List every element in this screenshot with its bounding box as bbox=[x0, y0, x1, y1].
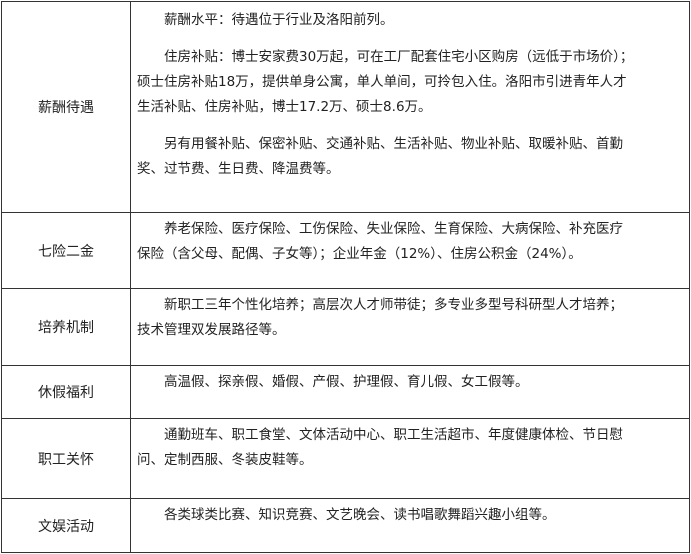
paragraph: 通勤班车、职工食堂、文体活动中心、职工生活超市、年度健康体检、节日慰问、定制西服… bbox=[137, 423, 683, 473]
row-content: 新职工三年个性化培养；高层次人才师带徒；多专业多型号科研型人才培养； 技术管理双发… bbox=[130, 288, 690, 366]
text-line: 保险（含父母、配偶、子女等）；企业年金（12%）、住房公积金（24%）。 bbox=[137, 246, 582, 262]
paragraph: 薪酬水平：待遇位于行业及洛阳前列。 bbox=[137, 8, 683, 33]
row-label: 七险二金 bbox=[1, 212, 131, 289]
row-label: 休假福利 bbox=[1, 365, 131, 419]
text-line: 通勤班车、职工食堂、文体活动中心、职工生活超市、年度健康体检、节日慰 bbox=[164, 427, 623, 443]
table-row: 薪酬待遇 薪酬水平：待遇位于行业及洛阳前列。 住房补贴：博士安家费30万起，可在工厂… bbox=[1, 1, 690, 213]
row-label: 培养机制 bbox=[1, 288, 131, 366]
table-row: 文娱活动 各类球类比赛、知识竞赛、文艺晚会、读书唱歌舞蹈兴趣小组等。 bbox=[1, 498, 690, 553]
table-row: 七险二金 养老保险、医疗保险、工伤保险、失业保险、生育保险、大病保险、补充医疗 保险… bbox=[1, 212, 690, 289]
paragraph: 养老保险、医疗保险、工伤保险、失业保险、生育保险、大病保险、补充医疗保险（含父母… bbox=[137, 217, 683, 267]
paragraph: 各类球类比赛、知识竞赛、文艺晚会、读书唱歌舞蹈兴趣小组等。 bbox=[137, 503, 683, 528]
table-row: 培养机制 新职工三年个性化培养；高层次人才师带徒；多专业多型号科研型人才培养； 技术… bbox=[1, 288, 690, 366]
text-line: 奖、过节费、生日费、降温费等。 bbox=[137, 161, 340, 177]
text-line: 问、定制西服、冬装皮鞋等。 bbox=[137, 452, 313, 468]
paragraph: 新职工三年个性化培养；高层次人才师带徒；多专业多型号科研型人才培养； 技术管理双发… bbox=[137, 293, 683, 343]
row-content: 通勤班车、职工食堂、文体活动中心、职工生活超市、年度健康体检、节日慰问、定制西服… bbox=[130, 418, 690, 499]
text-line: 薪酬水平：待遇位于行业及洛阳前列。 bbox=[164, 12, 394, 28]
row-content: 养老保险、医疗保险、工伤保险、失业保险、生育保险、大病保险、补充医疗保险（含父母… bbox=[130, 212, 690, 289]
text-line: 硕士住房补贴18万，提供单身公寓，单人单间，可拎包入住。洛阳市引进青年人才 bbox=[137, 74, 627, 90]
text-line: 住房补贴：博士安家费30万起，可在工厂配套住宅小区购房（远低于市场价）； bbox=[164, 49, 634, 65]
paragraph: 住房补贴：博士安家费30万起，可在工厂配套住宅小区购房（远低于市场价）； 硕士住房… bbox=[137, 45, 683, 120]
text-line: 高温假、探亲假、婚假、产假、护理假、育儿假、女工假等。 bbox=[164, 374, 529, 390]
text-line: 技术管理双发展路径等。 bbox=[137, 322, 286, 338]
table-row: 休假福利 高温假、探亲假、婚假、产假、护理假、育儿假、女工假等。 bbox=[1, 365, 690, 419]
row-label: 职工关怀 bbox=[1, 418, 131, 499]
row-label: 薪酬待遇 bbox=[1, 1, 131, 213]
row-content: 高温假、探亲假、婚假、产假、护理假、育儿假、女工假等。 bbox=[130, 365, 690, 419]
table-row: 职工关怀 通勤班车、职工食堂、文体活动中心、职工生活超市、年度健康体检、节日慰 问、… bbox=[1, 418, 690, 499]
row-content: 薪酬水平：待遇位于行业及洛阳前列。住房补贴：博士安家费30万起，可在工厂配套住宅… bbox=[130, 1, 690, 213]
row-label: 文娱活动 bbox=[1, 498, 131, 553]
text-line: 生活补贴、住房补贴，博士17.2万、硕士8.6万。 bbox=[137, 99, 432, 115]
text-line: 养老保险、医疗保险、工伤保险、失业保险、生育保险、大病保险、补充医疗 bbox=[164, 221, 623, 237]
row-content: 各类球类比赛、知识竞赛、文艺晚会、读书唱歌舞蹈兴趣小组等。 bbox=[130, 498, 690, 553]
paragraph: 另有用餐补贴、保密补贴、交通补贴、生活补贴、物业补贴、取暖补贴、首勤奖、过节费、… bbox=[137, 132, 683, 182]
paragraph: 高温假、探亲假、婚假、产假、护理假、育儿假、女工假等。 bbox=[137, 370, 683, 395]
text-line: 另有用餐补贴、保密补贴、交通补贴、生活补贴、物业补贴、取暖补贴、首勤 bbox=[164, 136, 623, 152]
text-line: 各类球类比赛、知识竞赛、文艺晚会、读书唱歌舞蹈兴趣小组等。 bbox=[164, 507, 556, 523]
text-line: 新职工三年个性化培养；高层次人才师带徒；多专业多型号科研型人才培养； bbox=[164, 297, 623, 313]
